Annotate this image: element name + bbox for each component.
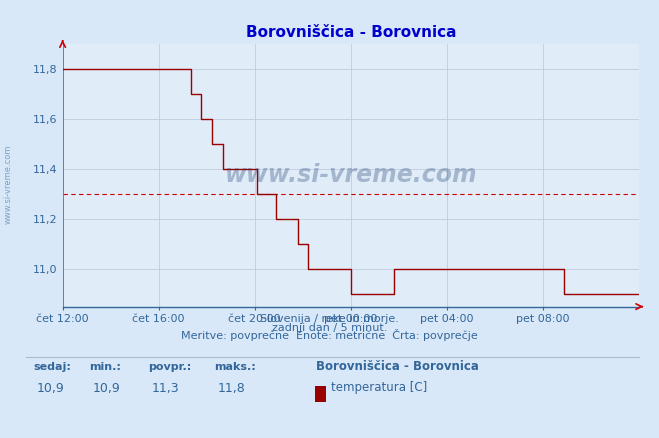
Text: maks.:: maks.: [214,362,256,372]
Text: 11,8: 11,8 [217,382,245,395]
Text: sedaj:: sedaj: [33,362,71,372]
Text: zadnji dan / 5 minut.: zadnji dan / 5 minut. [272,323,387,333]
Text: 10,9: 10,9 [36,382,64,395]
Text: Slovenija / reke in morje.: Slovenija / reke in morje. [260,314,399,324]
Text: Meritve: povprečne  Enote: metrične  Črta: povprečje: Meritve: povprečne Enote: metrične Črta:… [181,329,478,342]
Text: 11,3: 11,3 [152,382,179,395]
Text: Borovniščica - Borovnica: Borovniščica - Borovnica [316,360,479,373]
Text: min.:: min.: [89,362,121,372]
Title: Borovniščica - Borovnica: Borovniščica - Borovnica [246,25,456,40]
Text: www.si-vreme.com: www.si-vreme.com [3,144,13,224]
Text: 10,9: 10,9 [92,382,120,395]
Text: www.si-vreme.com: www.si-vreme.com [225,163,477,187]
Text: temperatura [C]: temperatura [C] [331,381,428,394]
Text: povpr.:: povpr.: [148,362,192,372]
